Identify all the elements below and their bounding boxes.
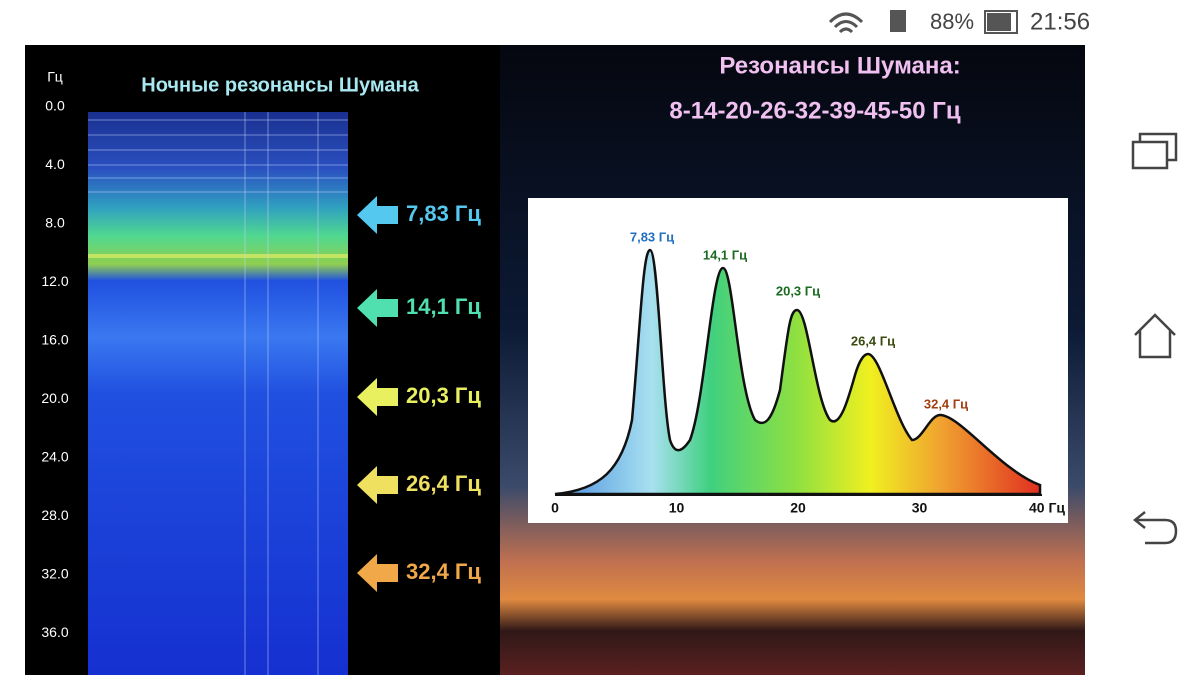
wifi-icon bbox=[828, 12, 864, 34]
y-tick-label: 8.0 bbox=[45, 215, 65, 231]
marker-arrow bbox=[357, 289, 398, 327]
y-tick-label: 32.0 bbox=[41, 566, 68, 582]
marker-arrow bbox=[357, 196, 398, 234]
battery-icon bbox=[984, 10, 1018, 34]
marker-arrow bbox=[357, 378, 398, 416]
peak-label: 7,83 Гц bbox=[630, 229, 674, 244]
spectrogram bbox=[88, 112, 348, 675]
y-tick-label: 20.0 bbox=[41, 390, 68, 406]
axis-unit: Гц bbox=[47, 69, 63, 85]
x-tick-label: 0 bbox=[551, 500, 559, 516]
markers: 7,83 Гц 14,1 Гц 20,3 Гц 26,4 Гц 32,4 Гц bbox=[357, 196, 481, 592]
marker-label: 7,83 Гц bbox=[406, 201, 481, 226]
battery-level: 88% bbox=[930, 9, 974, 34]
peak-label: 32,4 Гц bbox=[924, 396, 968, 411]
y-tick-label: 12.0 bbox=[41, 273, 68, 289]
home-button[interactable] bbox=[1134, 313, 1176, 359]
y-axis: 0.0 4.0 8.0 12.0 16.0 20.0 24.0 28.0 32.0 36.0 bbox=[41, 98, 68, 641]
peak-label: 14,1 Гц bbox=[703, 247, 747, 262]
peak-label: 20,3 Гц bbox=[776, 283, 820, 298]
nav-bar bbox=[1131, 132, 1178, 545]
marker-arrow bbox=[357, 466, 398, 504]
y-tick-label: 16.0 bbox=[41, 332, 68, 348]
y-tick-label: 36.0 bbox=[41, 624, 68, 640]
spectrum-subtitle: 8-14-20-26-32-39-45-50 Гц bbox=[669, 97, 960, 124]
y-tick-label: 0.0 bbox=[45, 98, 65, 114]
peak-label: 26,4 Гц bbox=[851, 333, 895, 348]
y-tick-label: 4.0 bbox=[45, 156, 65, 172]
sd-icon bbox=[890, 10, 906, 32]
x-ticks: 0 10 20 30 40 Гц bbox=[551, 500, 1065, 516]
marker-label: 20,3 Гц bbox=[406, 383, 481, 408]
recents-button[interactable] bbox=[1131, 132, 1178, 170]
x-tick-label: 30 bbox=[912, 500, 928, 516]
spectrogram-title: Ночные резонансы Шумана bbox=[141, 74, 419, 96]
y-tick-label: 24.0 bbox=[41, 449, 68, 465]
marker-label: 26,4 Гц bbox=[406, 471, 481, 496]
spectrum-title: Резонансы Шумана: bbox=[719, 52, 960, 79]
clock: 21:56 bbox=[1030, 8, 1090, 35]
y-tick-label: 28.0 bbox=[41, 507, 68, 523]
marker-arrow bbox=[357, 554, 398, 592]
status-bar: 88% 21:56 bbox=[828, 8, 1090, 35]
back-button[interactable] bbox=[1132, 511, 1178, 545]
x-tick-label: 20 bbox=[790, 500, 806, 516]
marker-label: 14,1 Гц bbox=[406, 294, 481, 319]
spectrogram-texture bbox=[88, 112, 348, 675]
x-tick-label: 10 bbox=[669, 500, 685, 516]
marker-label: 32,4 Гц bbox=[406, 559, 481, 584]
battery-fill bbox=[987, 13, 1011, 31]
x-tick-label: 40 Гц bbox=[1029, 500, 1065, 516]
spectrum-curve bbox=[554, 248, 1042, 496]
peak-labels: 7,83 Гц 14,1 Гц 20,3 Гц 26,4 Гц 32,4 Гц bbox=[630, 229, 968, 411]
